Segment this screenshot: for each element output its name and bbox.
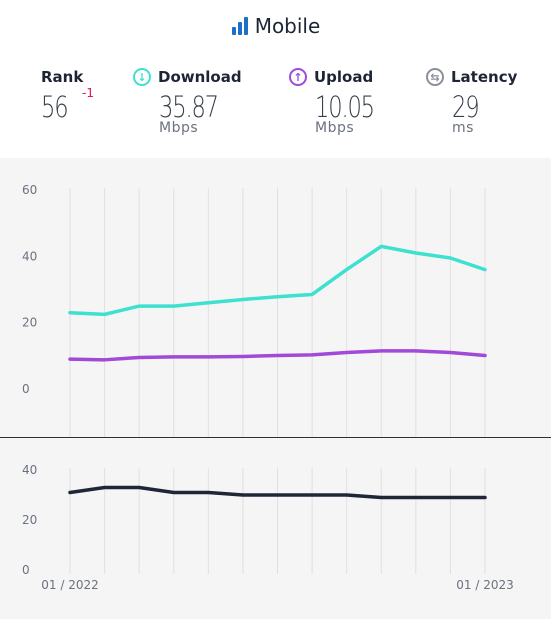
y-tick-label-1-0: 0	[22, 563, 30, 577]
speed-chart: 0 20 40 60	[22, 183, 487, 438]
upload-metric: ↑ Upload 10.05 Mbps	[289, 68, 391, 136]
signal-bars-icon	[231, 17, 248, 35]
y-tick-label-0-60: 60	[22, 183, 37, 197]
chart-divider	[0, 437, 551, 438]
latency-metric: ⇆ Latency 29 ms	[426, 68, 517, 136]
y-tick-label-1-20: 20	[22, 513, 37, 527]
latency-unit: ms	[452, 120, 474, 136]
latency-label: Latency	[451, 68, 518, 86]
upload-value: 10.05	[315, 90, 375, 124]
rank-value: 56	[41, 90, 69, 124]
upload-unit: Mbps	[315, 120, 355, 136]
upload-label: Upload	[314, 68, 374, 86]
rank-change: -1	[82, 86, 94, 100]
y-tick-label-0-0: 0	[22, 382, 30, 396]
rank-metric: Rank 56	[41, 68, 83, 124]
download-value: 35.87	[159, 90, 219, 124]
upload-arrow-icon: ↑	[289, 68, 307, 86]
series-line-latency	[68, 485, 487, 500]
download-label: Download	[158, 68, 242, 86]
y-tick-label-1-40: 40	[22, 463, 37, 477]
x-tick-label-1-12: 01 / 2023	[456, 578, 513, 592]
series-line-download	[68, 244, 487, 317]
rank-label: Rank	[41, 68, 84, 86]
y-tick-label-0-20: 20	[22, 316, 37, 330]
page-title-text: Mobile	[254, 14, 321, 38]
latency-chart-panel: 0 20 40 01 / 2022 01 / 2023	[0, 438, 551, 619]
x-tick-label-1-0: 01 / 2022	[41, 578, 98, 592]
download-arrow-icon: ↓	[133, 68, 151, 86]
latency-value: 29	[452, 90, 480, 124]
y-tick-label-0-40: 40	[22, 249, 37, 263]
download-unit: Mbps	[159, 120, 199, 136]
page-title: Mobile	[0, 14, 551, 38]
series-line-upload	[68, 349, 487, 362]
speed-chart-panel: 0 20 40 60	[0, 158, 551, 438]
latency-chart: 0 20 40 01 / 2022 01 / 2023	[22, 463, 514, 592]
download-metric: ↓ Download 35.87 Mbps	[133, 68, 242, 136]
latency-arrows-icon: ⇆	[426, 68, 444, 86]
